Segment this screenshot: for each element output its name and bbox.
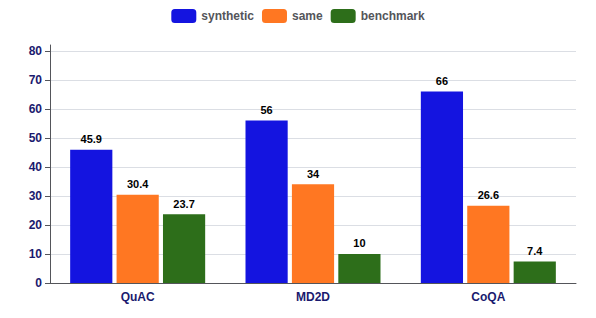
svg-text:same: same [292, 9, 323, 23]
svg-text:40: 40 [29, 160, 43, 174]
svg-text:MD2D: MD2D [296, 290, 330, 304]
svg-text:30: 30 [29, 189, 43, 203]
svg-text:0: 0 [35, 276, 42, 290]
svg-text:20: 20 [29, 218, 43, 232]
svg-text:45.9: 45.9 [81, 133, 102, 145]
svg-text:10: 10 [353, 237, 365, 249]
svg-text:30.4: 30.4 [127, 178, 149, 190]
svg-text:10: 10 [29, 247, 43, 261]
svg-text:60: 60 [29, 102, 43, 116]
svg-text:synthetic: synthetic [201, 9, 254, 23]
svg-text:66: 66 [436, 75, 448, 87]
svg-text:26.6: 26.6 [478, 189, 499, 201]
svg-text:7.4: 7.4 [527, 245, 543, 257]
svg-text:CoQA: CoQA [471, 290, 505, 304]
svg-text:23.7: 23.7 [173, 198, 194, 210]
svg-text:70: 70 [29, 73, 43, 87]
svg-text:34: 34 [307, 168, 320, 180]
svg-text:benchmark: benchmark [361, 9, 425, 23]
svg-text:80: 80 [29, 44, 43, 58]
svg-text:50: 50 [29, 131, 43, 145]
svg-text:QuAC: QuAC [121, 290, 155, 304]
svg-text:56: 56 [260, 104, 272, 116]
